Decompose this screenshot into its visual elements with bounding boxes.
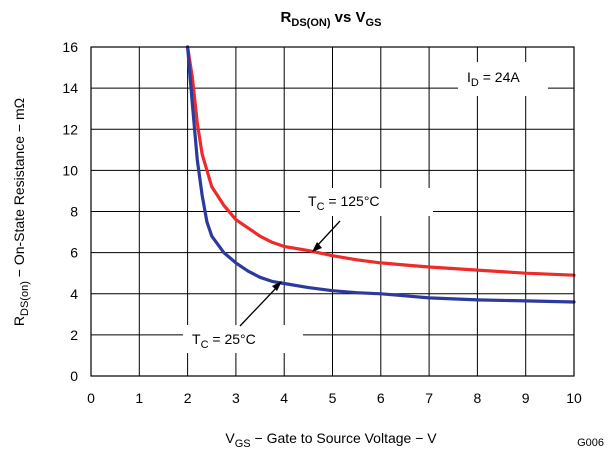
plot-frame [90, 46, 575, 377]
series-arrow-25c [239, 285, 279, 327]
y-tick-label: 4 [70, 286, 78, 302]
series-layer [186, 45, 576, 304]
x-tick-label: 4 [280, 390, 288, 406]
series-arrow-125c [315, 220, 341, 248]
y-tick-label: 14 [62, 80, 78, 96]
x-tick-label: 3 [232, 390, 240, 406]
y-tick-label: 16 [62, 39, 78, 55]
x-axis-label: VGS − Gate to Source Voltage − V [225, 430, 437, 450]
x-tick-label: 8 [474, 390, 482, 406]
condition-label-rest: = 24A [479, 69, 521, 85]
x-tick-label: 9 [522, 390, 530, 406]
series-label-box-125c [300, 188, 433, 216]
x-tick-labels: 0 1 2 3 4 5 6 7 8 9 10 [87, 390, 582, 406]
x-axis-label-main: V [225, 430, 235, 446]
y-tick-label: 10 [62, 162, 78, 178]
y-tick-label: 0 [70, 368, 78, 384]
chart-title-main: R [281, 9, 292, 26]
condition-label: ID = 24A [467, 69, 520, 89]
y-axis-label: RDS(on) − On-State Resistance − mΩ [11, 98, 31, 326]
series-label-25c-subscript: C [201, 339, 209, 351]
series-label-125c-main: T [308, 193, 317, 209]
y-tick-label: 8 [70, 204, 78, 220]
chart-title-subscript-2: GS [366, 17, 382, 29]
x-tick-label: 2 [184, 390, 192, 406]
series-arrowhead-25c [272, 281, 282, 291]
frame-layer [90, 46, 575, 377]
chart-title-subscript: DS(ON) [291, 17, 330, 29]
series-label-25c-rest: = 25°C [209, 331, 256, 347]
y-axis-label-rest: − On-State Resistance − mΩ [11, 98, 27, 281]
x-tick-label: 5 [329, 390, 337, 406]
series-label-25c: TC = 25°C [192, 331, 256, 351]
series-label-25c-main: T [192, 331, 201, 347]
x-tick-label: 0 [87, 390, 95, 406]
series-label-125c-rest: = 125°C [325, 193, 380, 209]
series-line-25c [186, 45, 576, 304]
condition-label-main: I [467, 69, 471, 85]
y-axis-label-subscript: DS(on) [19, 281, 31, 316]
y-axis-label-main: R [11, 316, 27, 326]
x-axis-label-subscript: GS [235, 438, 251, 450]
chart-title-middle: vs V [331, 9, 366, 26]
x-tick-label: 7 [425, 390, 433, 406]
x-axis-label-rest: − Gate to Source Voltage − V [251, 430, 438, 446]
y-tick-label: 2 [70, 327, 78, 343]
chart-title: RDS(ON) vs VGS [281, 9, 382, 29]
series-label-125c-subscript: C [317, 201, 325, 213]
series-label-125c: TC = 125°C [308, 193, 380, 213]
figure-code: G006 [577, 437, 604, 449]
condition-label-subscript: D [471, 77, 479, 89]
series-line-125c [186, 45, 576, 277]
y-tick-label: 12 [62, 121, 78, 137]
series-label-box-25c [183, 325, 303, 353]
series-arrowhead-125c [312, 242, 322, 252]
condition-label-box [458, 62, 548, 96]
x-tick-label: 1 [135, 390, 143, 406]
y-tick-labels: 0 2 4 6 8 10 12 14 16 [62, 39, 78, 384]
x-tick-label: 6 [377, 390, 385, 406]
x-tick-label: 10 [566, 390, 582, 406]
y-tick-label: 6 [70, 245, 78, 261]
